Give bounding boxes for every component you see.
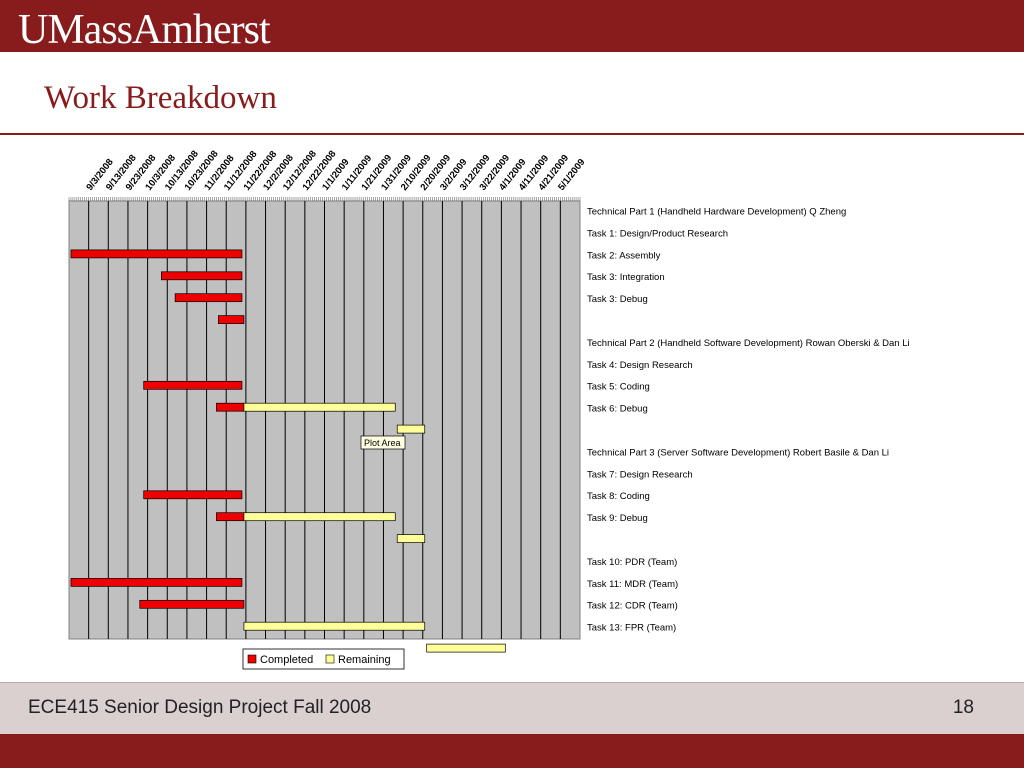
slide-number: 18 [952, 697, 974, 718]
remaining-bar [243, 621, 426, 631]
completed-bar [139, 599, 245, 609]
legend-box [242, 648, 405, 670]
task-label: Task 3: Debug [587, 294, 648, 305]
task-label: Task 4: Design Research [587, 360, 693, 371]
completed-bar [143, 490, 243, 500]
completed-bar [70, 578, 243, 587]
task-label: Task 9: Debug [587, 513, 648, 524]
task-label: Technical Part 3 (Server Software Develo… [587, 447, 889, 458]
legend-completed-swatch [247, 654, 257, 664]
title-divider [0, 133, 1024, 135]
legend-remaining-swatch [325, 654, 335, 664]
task-label: Task 3: Integration [587, 272, 665, 283]
legend-remaining-label: Remaining [338, 654, 391, 666]
remaining-bar [396, 424, 426, 434]
gantt-chart: 9/3/20089/13/20089/23/200810/3/200810/13… [68, 149, 910, 670]
slide-title: Work Breakdown [44, 80, 277, 116]
task-label: Task 5: Coding [587, 382, 650, 393]
task-label: Task 13: FPR (Team) [587, 623, 676, 634]
completed-bar [174, 293, 243, 303]
task-label: Technical Part 2 (Handheld Software Deve… [587, 338, 910, 349]
task-label: Task 11: MDR (Team) [587, 579, 678, 590]
task-label: Task 1: Design/Product Research [587, 228, 728, 239]
completed-bar [218, 315, 245, 324]
remaining-bar [396, 534, 426, 543]
completed-bar [70, 249, 243, 259]
completed-bar [143, 380, 243, 390]
remaining-bar [426, 643, 506, 653]
task-label: Task 7: Design Research [587, 469, 693, 480]
plot-area-tooltip [360, 435, 406, 450]
legend-completed-label: Completed [260, 654, 313, 666]
umass-amherst-logo: UMassAmherst [18, 7, 271, 53]
footer-band [0, 682, 1024, 734]
header-band [0, 0, 1024, 52]
task-label: Task 10: PDR (Team) [587, 557, 677, 568]
task-label: Task 8: Coding [587, 491, 650, 502]
footer-course-text: ECE415 Senior Design Project Fall 2008 [28, 697, 372, 718]
remaining-bar [243, 402, 396, 412]
task-label: Task 2: Assembly [587, 250, 661, 261]
completed-bar [161, 271, 243, 281]
task-label: Task 6: Debug [587, 404, 648, 415]
task-label: Technical Part 1 (Handheld Hardware Deve… [587, 207, 846, 218]
task-label: Task 12: CDR (Team) [587, 601, 678, 612]
bottom-band [0, 734, 1024, 768]
completed-bar [216, 512, 245, 522]
remaining-bar [243, 512, 396, 522]
completed-bar [216, 402, 245, 412]
plot-area-tooltip-text: Plot Area [364, 438, 401, 448]
